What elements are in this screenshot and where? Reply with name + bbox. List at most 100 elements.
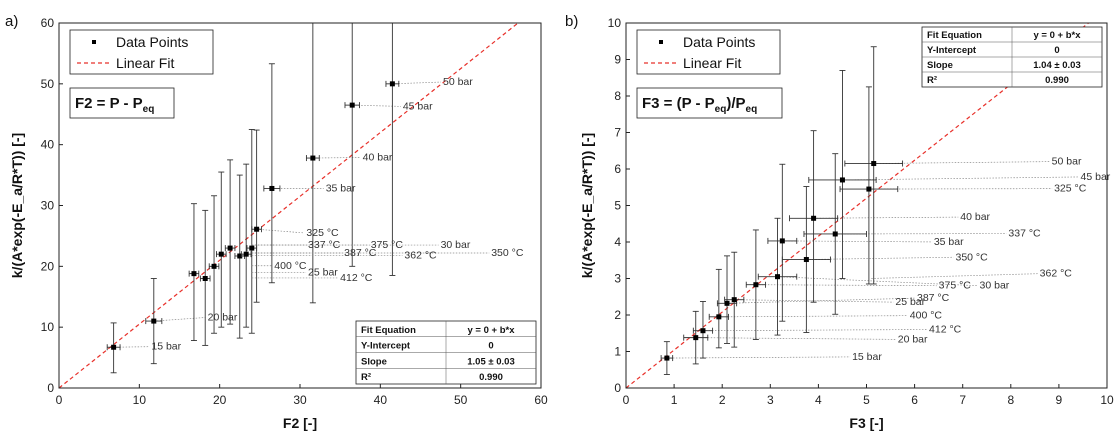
point-label: 400 °C — [910, 310, 943, 322]
point-label: 45 bar — [1081, 171, 1111, 183]
fit-table-value: 1.04 ± 0.03 — [1033, 60, 1080, 71]
point-label: 15 bar — [151, 341, 181, 353]
x-tick-label: 5 — [863, 393, 870, 407]
point-label: 337 °C — [1008, 228, 1041, 240]
point-label: 15 bar — [852, 351, 882, 363]
data-point-group — [692, 301, 714, 359]
annotation-label: 350 °C — [491, 247, 524, 259]
panel-label: b) — [565, 13, 578, 30]
leader-line — [256, 228, 305, 234]
leader-line — [782, 240, 932, 243]
point-label: 50 bar — [1052, 156, 1082, 168]
data-point-group — [385, 23, 400, 276]
legend-point-marker — [92, 40, 96, 44]
fit-table-value: 0.990 — [479, 372, 503, 383]
data-point — [310, 155, 316, 161]
data-point — [775, 274, 781, 280]
x-tick-label: 10 — [133, 393, 147, 407]
axes-frame — [625, 22, 1108, 389]
point-label: 20 bar — [208, 311, 238, 323]
fit-table-key: R² — [361, 372, 371, 383]
data-point — [237, 253, 243, 259]
annotation-label: 25 bar — [308, 266, 338, 278]
leader-line — [352, 104, 401, 107]
data-point-group — [199, 209, 211, 346]
data-point — [249, 245, 255, 251]
x-tick-label: 1 — [671, 393, 678, 407]
axes-frame — [58, 22, 542, 389]
leader-line — [842, 176, 1079, 181]
data-point — [724, 300, 730, 306]
point-label: 50 bar — [443, 76, 473, 88]
equation-tail: )/P — [726, 95, 745, 112]
panel-b: b) 0 1 2 3 4 5 6 7 8 9 10 0 1 2 3 4 5 6 7 8 9 10 F3 [-] k/(A*exp… — [565, 13, 1114, 431]
equation-box: F3 = (P - Peq)/Peq — [636, 87, 783, 119]
point-label: 325 °C — [306, 227, 339, 239]
y-tick-label: 10 — [608, 16, 622, 30]
data-point — [753, 282, 759, 288]
data-point-group — [745, 229, 766, 340]
fit-table: Fit Equation y = 0 + b*x Y-Intercept 0 Slope… — [355, 320, 537, 385]
leader-line — [392, 81, 442, 85]
panel-label: a) — [5, 13, 18, 30]
leader-line — [755, 284, 937, 287]
y-tick-label: 4 — [614, 235, 621, 249]
fit-table-key: Slope — [361, 356, 387, 367]
y-tick-label: 8 — [614, 89, 621, 103]
x-tick-label: 50 — [454, 393, 468, 407]
y-tick-label: 9 — [614, 53, 621, 67]
point-label: 40 bar — [363, 151, 393, 163]
fit-table-value: 1.05 ± 0.03 — [467, 356, 514, 367]
point-label: 362 °C — [1040, 268, 1073, 280]
legend-fit-label: Linear Fit — [116, 55, 174, 71]
leader-line — [727, 297, 916, 304]
x-tick-label: 8 — [1007, 393, 1014, 407]
data-point — [803, 257, 809, 263]
data-point-group — [808, 69, 877, 279]
fit-table-key: Fit Equation — [927, 30, 982, 41]
annotation-label: 362 °C — [404, 249, 437, 261]
x-tick-label: 10 — [1100, 393, 1114, 407]
fit-table-value: 0 — [488, 341, 493, 352]
point-label: 35 bar — [934, 236, 964, 248]
equation-main: F2 = P - P — [75, 95, 143, 112]
y-tick-label: 30 — [41, 199, 55, 213]
x-tick-label: 7 — [959, 393, 966, 407]
data-point-group — [757, 217, 798, 336]
equation-subscript: eq — [715, 104, 727, 115]
data-point — [151, 318, 157, 324]
data-point — [871, 161, 877, 167]
leader-line — [153, 317, 206, 322]
equation-text: F2 = P - Peq — [75, 95, 154, 115]
fit-table-key: Y-Intercept — [927, 45, 977, 56]
data-point — [254, 226, 260, 232]
data-point-group — [251, 129, 262, 303]
data-point-group — [803, 153, 867, 315]
data-point — [832, 231, 838, 237]
point-label: 350 °C — [955, 251, 988, 263]
fit-table-value: y = 0 + b*x — [1033, 30, 1081, 41]
fit-table-value: 0.990 — [1045, 75, 1069, 86]
data-point-group — [789, 130, 839, 303]
equation-subscript-2: eq — [746, 104, 758, 115]
data-point — [269, 185, 275, 191]
annotation-label: 412 °C — [340, 272, 373, 284]
legend: Data Points Linear Fit — [69, 29, 214, 75]
y-tick-label: 0 — [614, 381, 621, 395]
data-point-group — [844, 46, 904, 285]
data-point — [700, 328, 706, 334]
leader-line — [871, 273, 1038, 279]
equation-text: F3 = (P - Peq)/Peq — [642, 95, 757, 115]
equation-subscript: eq — [143, 104, 155, 115]
point-label: 387 °C — [917, 292, 950, 304]
data-point-group — [708, 268, 729, 349]
equation-box-frame — [636, 87, 783, 119]
x-tick-label: 3 — [767, 393, 774, 407]
y-tick-label: 1 — [614, 345, 621, 359]
y-tick-label: 10 — [41, 320, 55, 334]
data-point — [779, 238, 785, 244]
equation-main: F3 = (P - P — [642, 95, 715, 112]
data-point — [866, 186, 872, 192]
leader-line — [312, 157, 361, 159]
